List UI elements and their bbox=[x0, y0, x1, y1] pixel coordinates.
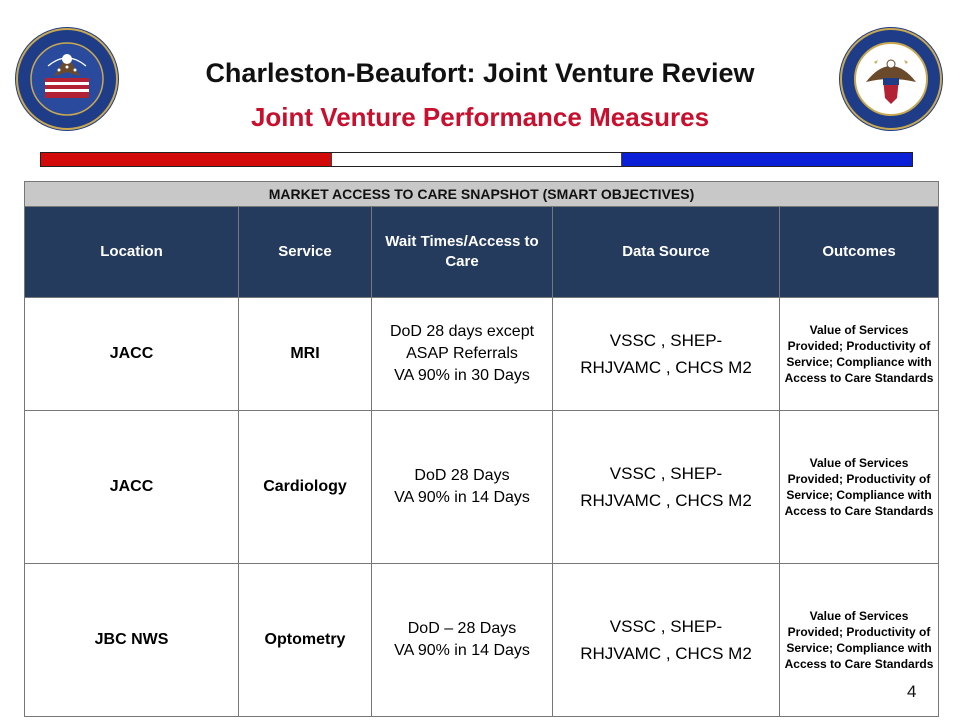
performance-measures-table: MARKET ACCESS TO CARE SNAPSHOT (SMART OB… bbox=[23, 181, 940, 717]
wait-time-line: DoD 28 Days bbox=[414, 467, 510, 484]
table-caption: MARKET ACCESS TO CARE SNAPSHOT (SMART OB… bbox=[23, 181, 940, 207]
outcome-cell: Value of Services Provided; Productivity… bbox=[778, 297, 940, 411]
wait-time-line: ASAP Referrals bbox=[406, 345, 518, 362]
data-source-cell: VSSC , SHEP- RHJVAMC , CHCS M2 bbox=[552, 563, 780, 717]
page-title: Charleston-Beaufort: Joint Venture Revie… bbox=[205, 58, 755, 88]
data-source-cell: VSSC , SHEP- RHJVAMC , CHCS M2 bbox=[552, 410, 780, 564]
outcome-cell: Value of Services Provided; Productivity… bbox=[778, 410, 940, 564]
service-cell: MRI bbox=[238, 297, 372, 411]
outcome-cell: Value of Services Provided; Productivity… bbox=[778, 563, 940, 717]
page-subtitle: Joint Venture Performance Measures bbox=[250, 102, 710, 132]
wait-time-line: DoD 28 days except bbox=[389, 323, 535, 340]
service-cell: Optometry bbox=[238, 563, 372, 717]
data-source-line: VSSC , SHEP- bbox=[609, 617, 723, 636]
divider-white-segment bbox=[330, 153, 623, 166]
wait-time-line: DoD – 28 Days bbox=[407, 620, 517, 637]
data-source-line: VSSC , SHEP- bbox=[609, 331, 723, 350]
wait-time-cell: DoD – 28 Days VA 90% in 14 Days bbox=[371, 563, 553, 717]
wait-time-line: VA 90% in 14 Days bbox=[394, 489, 530, 506]
wait-time-line: VA 90% in 30 Days bbox=[394, 367, 530, 384]
divider-blue-segment bbox=[622, 153, 913, 166]
location-cell: JBC NWS bbox=[24, 563, 239, 717]
data-source-line: RHJVAMC , CHCS M2 bbox=[580, 491, 752, 510]
column-header-location: Location bbox=[24, 206, 239, 298]
divider-red-segment bbox=[41, 153, 331, 166]
service-cell: Cardiology bbox=[238, 410, 372, 564]
location-cell: JACC bbox=[24, 410, 239, 564]
column-header-wait-times: Wait Times/Access to Care bbox=[371, 206, 553, 298]
wait-time-cell: DoD 28 days except ASAP Referrals VA 90%… bbox=[371, 297, 553, 411]
column-header-data-source: Data Source bbox=[552, 206, 780, 298]
table-row: JBC NWS Optometry DoD – 28 Days VA 90% i… bbox=[24, 563, 940, 717]
wait-time-cell: DoD 28 Days VA 90% in 14 Days bbox=[371, 410, 553, 564]
data-source-line: VSSC , SHEP- bbox=[609, 464, 723, 483]
table-row: JACC MRI DoD 28 days except ASAP Referra… bbox=[24, 297, 940, 411]
data-source-line: RHJVAMC , CHCS M2 bbox=[580, 358, 752, 377]
table-row: JACC Cardiology DoD 28 Days VA 90% in 14… bbox=[24, 410, 940, 564]
wait-time-line: VA 90% in 14 Days bbox=[394, 642, 530, 659]
va-seal-icon bbox=[14, 26, 120, 132]
tricolor-divider bbox=[40, 152, 913, 167]
data-source-cell: VSSC , SHEP- RHJVAMC , CHCS M2 bbox=[552, 297, 780, 411]
column-header-outcomes: Outcomes bbox=[778, 206, 940, 298]
data-source-line: RHJVAMC , CHCS M2 bbox=[580, 644, 752, 663]
page-number: 4 bbox=[907, 682, 917, 701]
dod-seal-icon bbox=[838, 26, 944, 132]
column-header-service: Service bbox=[238, 206, 372, 298]
location-cell: JACC bbox=[24, 297, 239, 411]
